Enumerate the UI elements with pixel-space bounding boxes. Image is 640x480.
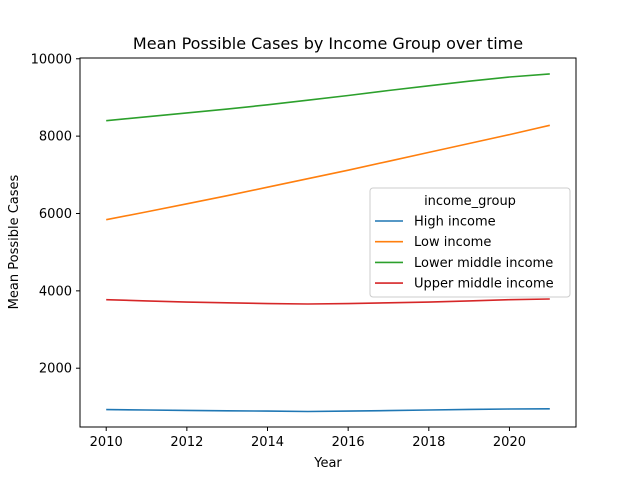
- legend-label-upper-middle-income: Upper middle income: [414, 277, 554, 292]
- x-tick-label: 2012: [170, 435, 203, 450]
- series-line-lower-middle-income: [106, 73, 550, 122]
- chart-title: Mean Possible Cases by Income Group over…: [133, 34, 523, 53]
- x-tick-label: 2020: [493, 435, 526, 450]
- legend-label-low-income: Low income: [414, 235, 491, 250]
- series-line-upper-middle-income: [106, 298, 550, 305]
- x-tick-label: 2018: [412, 435, 445, 450]
- x-tick-label: 2014: [251, 435, 284, 450]
- legend-title: income_group: [424, 194, 516, 209]
- plot-area: [79, 57, 577, 428]
- legend-box: [369, 187, 571, 298]
- y-tick-label: 6000: [39, 207, 72, 222]
- y-axis: 2000 4000 6000 8000 10000: [31, 52, 80, 377]
- legend: income_group High income Low income Lower m…: [369, 187, 571, 298]
- x-tick-label: 2010: [90, 435, 123, 450]
- x-axis: 2010 2012 2014 2016 2018 2020: [90, 427, 526, 450]
- x-tick-label: 2016: [332, 435, 365, 450]
- legend-label-high-income: High income: [414, 215, 496, 230]
- y-tick-label: 4000: [39, 284, 72, 299]
- series-line-low-income: [106, 124, 550, 221]
- y-tick-label: 10000: [31, 52, 72, 67]
- plot-frame: [79, 57, 577, 428]
- series-line-high-income: [106, 407, 550, 413]
- y-tick-label: 2000: [39, 362, 72, 377]
- x-axis-title: Year: [313, 456, 342, 471]
- y-axis-title: Mean Possible Cases: [7, 174, 22, 309]
- legend-label-lower-middle-income: Lower middle income: [414, 256, 553, 271]
- y-tick-label: 8000: [39, 130, 72, 145]
